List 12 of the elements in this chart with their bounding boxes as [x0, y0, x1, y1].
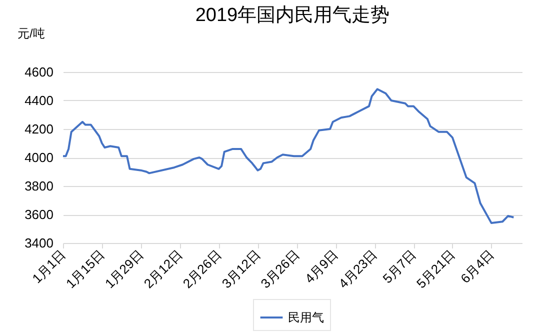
- y-tick-label: 4000: [24, 150, 54, 165]
- line-series: [62, 88, 515, 224]
- y-tick-label: 4400: [24, 93, 54, 108]
- y-tick-label: 3600: [24, 207, 54, 222]
- x-tick-label: 6月4日: [458, 246, 497, 286]
- y-axis-title: 元/吨: [18, 26, 45, 40]
- y-tick-label: 3800: [24, 178, 54, 194]
- y-tick-label: 4600: [24, 64, 54, 80]
- chart-title: 2019年国内民用气走势: [195, 5, 390, 26]
- y-tick-label: 4200: [24, 122, 54, 136]
- legend-label: 民用气: [288, 310, 324, 324]
- x-tick-label: 4月9日: [302, 246, 342, 286]
